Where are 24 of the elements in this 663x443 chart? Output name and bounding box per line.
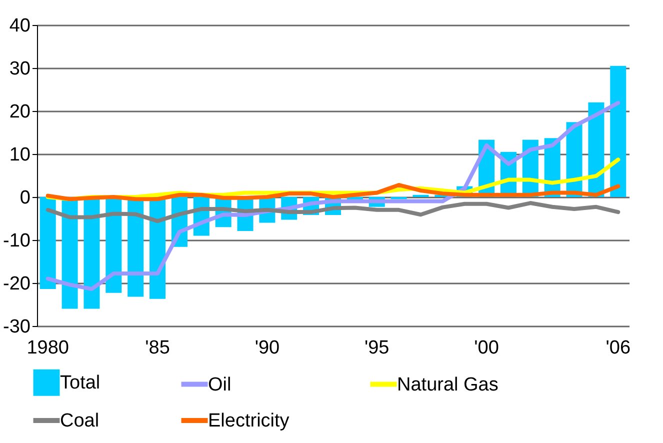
y-tick-label: -10 [3,230,30,252]
x-tick-label: '00 [474,338,499,358]
x-tick-label: '06 [606,338,631,358]
x-tick-label: '85 [145,338,170,358]
legend-label: Coal [60,410,100,432]
y-tick-label: 10 [9,144,30,166]
legend-label: Total [60,372,100,394]
x-tick-label: '90 [254,338,280,358]
y-tick-label: 0 [20,188,30,208]
line-series [46,182,620,202]
x-tick-label: 1980 [26,338,69,358]
y-tick-label: 20 [9,102,30,122]
line-series [46,201,620,224]
line-series [46,100,620,292]
legend-label: Oil [208,374,232,396]
y-tick-label: 30 [9,58,30,80]
bar [610,66,626,197]
y-tick-label: -20 [3,274,30,294]
legend-label: Electricity [208,410,290,432]
x-tick-label: '95 [364,338,390,358]
y-tick-label: -30 [3,316,30,338]
legend-label: Natural Gas [397,374,498,396]
y-tick-label: 40 [9,16,30,36]
bar [40,197,56,290]
